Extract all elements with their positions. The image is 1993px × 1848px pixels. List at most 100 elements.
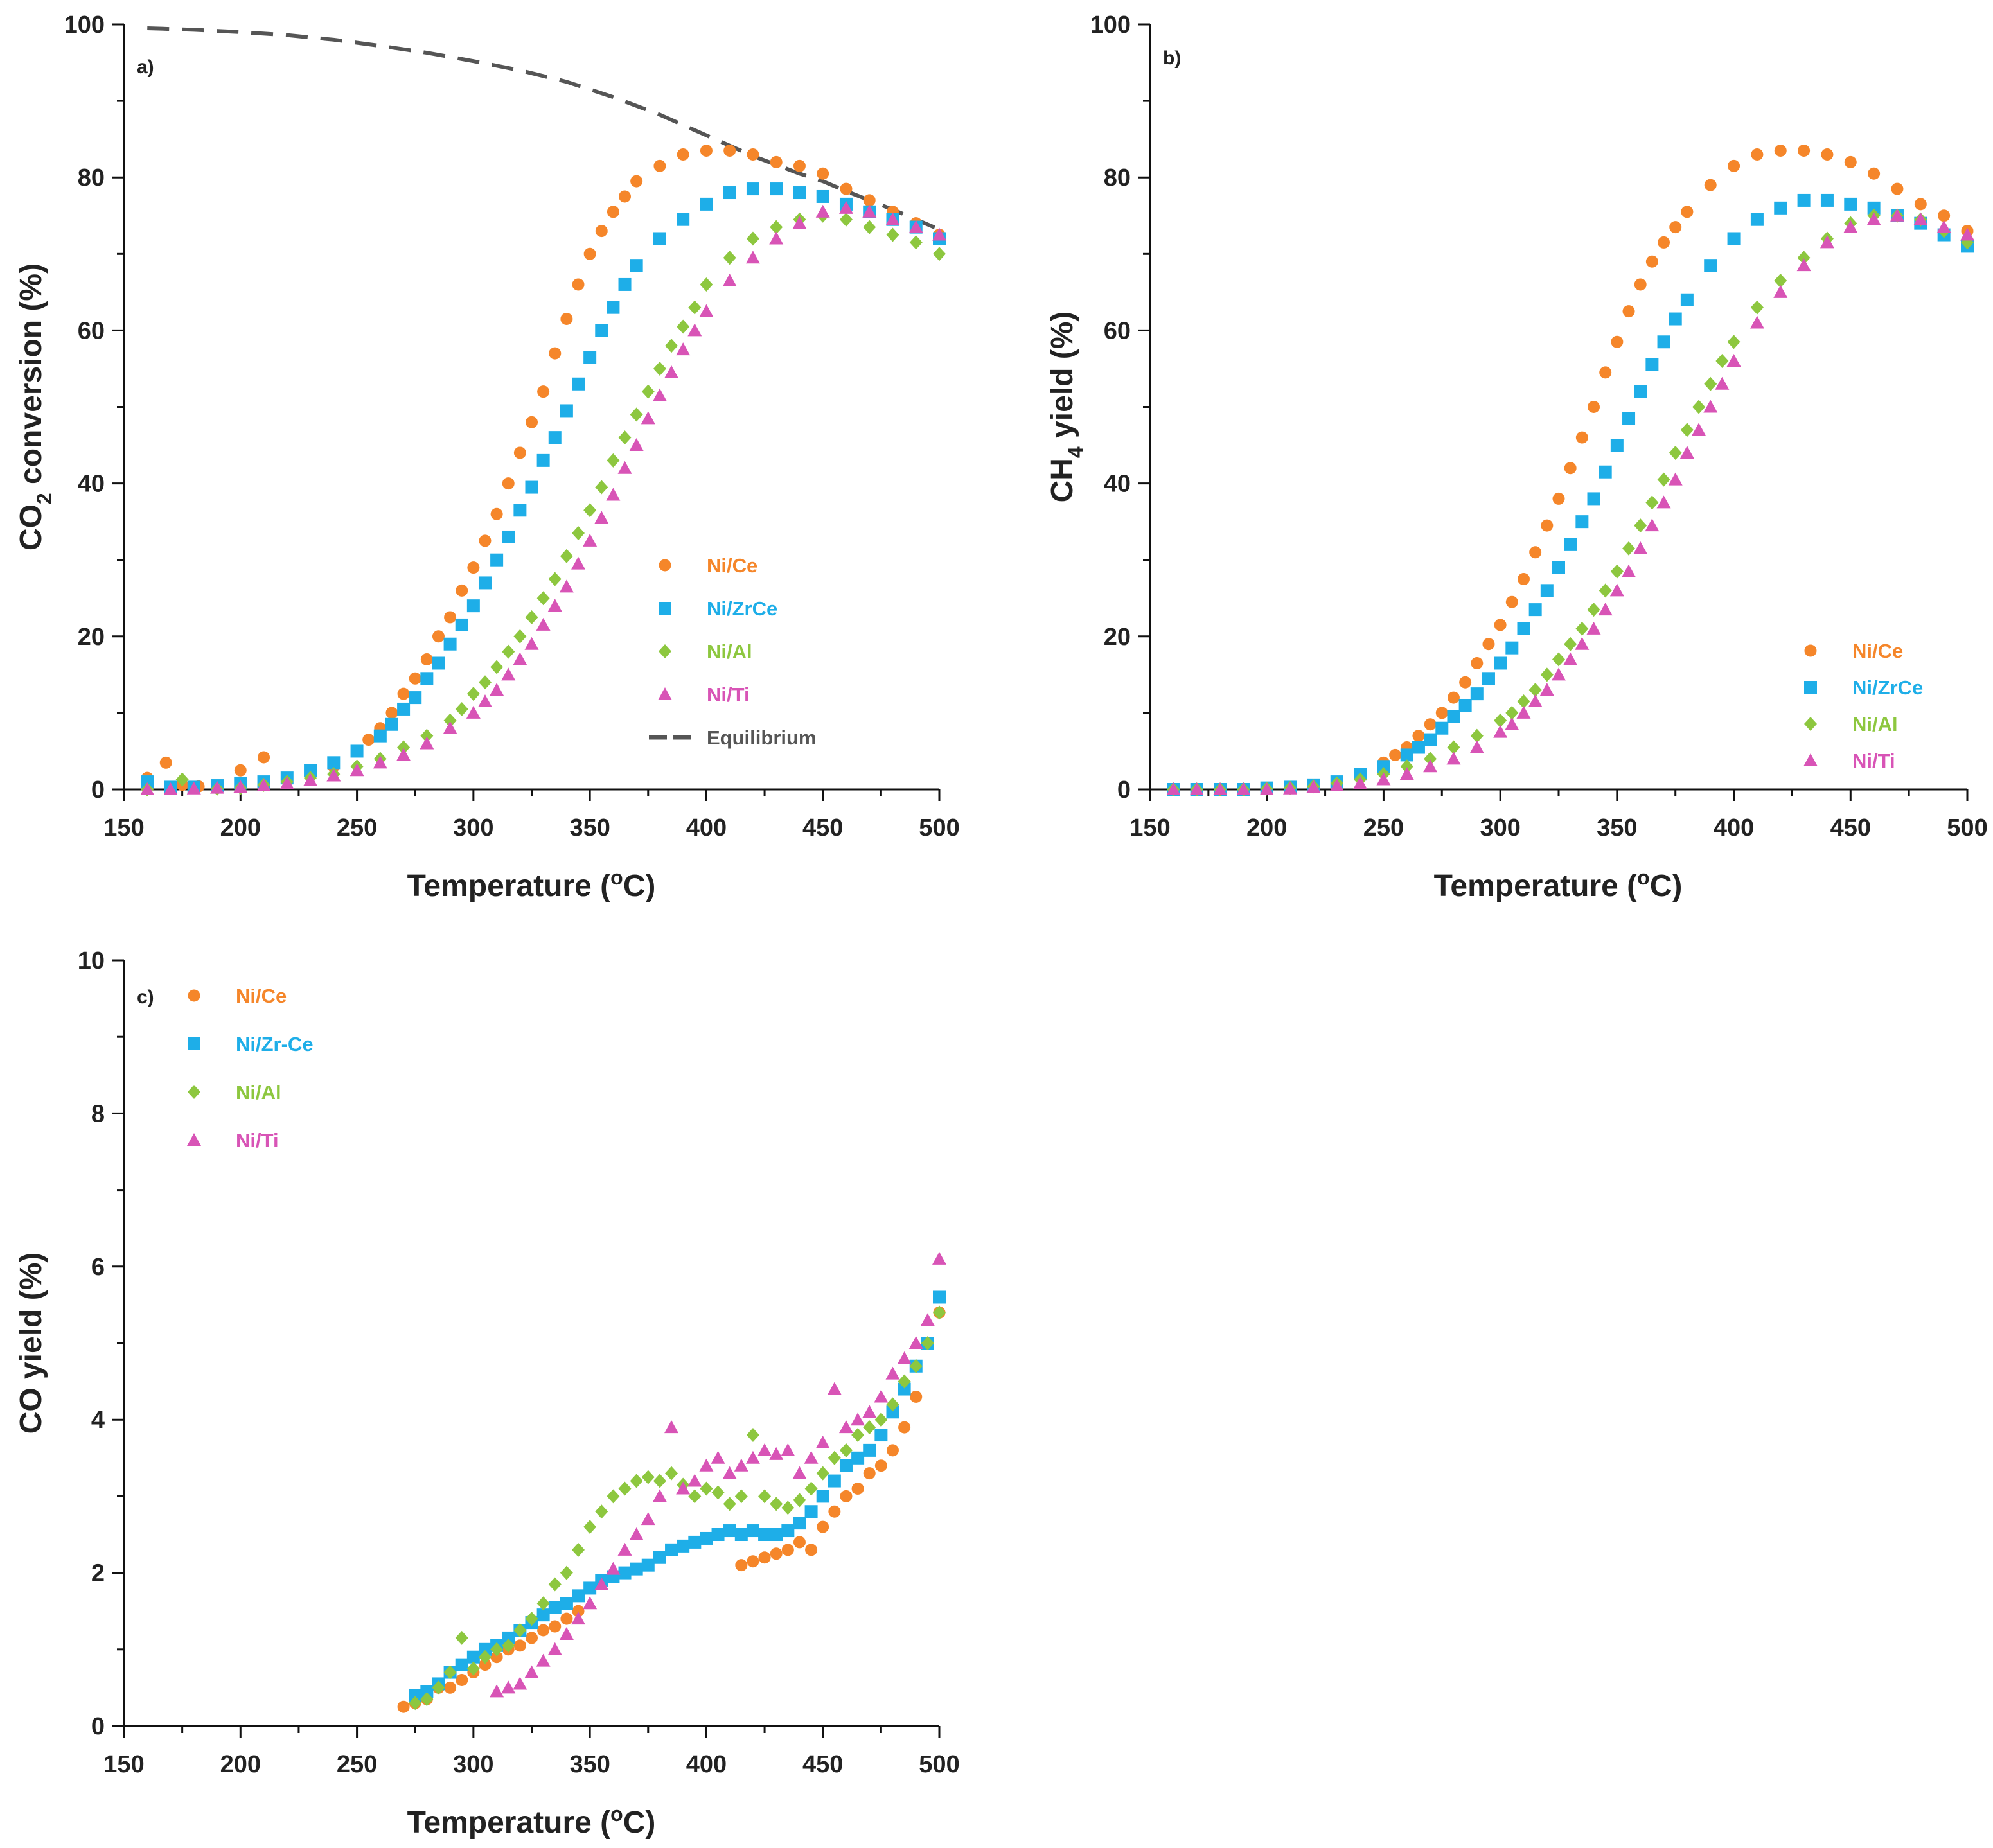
data-point: [1634, 385, 1647, 398]
data-point: [1493, 725, 1508, 738]
data-point: [665, 1466, 678, 1481]
data-point: [479, 534, 492, 547]
data-point: [1505, 705, 1519, 720]
data-point: [572, 1605, 585, 1617]
data-point: [770, 155, 783, 168]
data-point: [1575, 621, 1589, 636]
data-point: [1692, 423, 1706, 436]
data-point: [409, 691, 422, 705]
data-point: [583, 247, 596, 260]
data-point: [745, 251, 760, 264]
data-point: [677, 148, 689, 161]
data-point: [1657, 472, 1670, 487]
legend-marker: [659, 602, 671, 615]
data-point: [770, 220, 783, 234]
data-point: [898, 1382, 911, 1396]
data-point: [525, 1612, 538, 1626]
data-point: [677, 213, 690, 226]
legend-marker: [1804, 717, 1817, 731]
legend-label: Ni/ZrCe: [1852, 676, 1923, 699]
data-point: [700, 277, 713, 292]
data-point: [466, 1650, 480, 1664]
data-point: [687, 1474, 702, 1487]
x-axis-title: Temperature (oC): [407, 866, 656, 903]
data-point: [746, 1428, 759, 1443]
data-point: [1891, 182, 1904, 195]
data-point: [455, 701, 468, 716]
legend: Ni/Ce Ni/ZrCe Ni/Al Ni/Ti: [1803, 640, 1923, 772]
data-point: [140, 782, 155, 795]
data-point: [630, 1562, 643, 1576]
data-point: [874, 1412, 888, 1427]
data-point: [700, 1531, 713, 1545]
data-point: [1668, 472, 1683, 486]
data-point: [792, 1466, 807, 1479]
data-point: [536, 453, 550, 467]
data-point: [467, 561, 480, 574]
legend: Ni/Ce Ni/Zr-Ce Ni/Al Ni/Ti: [187, 985, 314, 1152]
data-point: [571, 1612, 586, 1625]
data-point: [1389, 748, 1402, 761]
y-tick-label: 20: [78, 624, 105, 651]
data-point: [385, 707, 398, 719]
data-point: [560, 404, 573, 418]
data-point: [1657, 335, 1670, 349]
data-point: [641, 384, 655, 399]
data-point: [769, 231, 784, 245]
data-point: [1843, 220, 1858, 233]
data-point: [559, 1626, 574, 1640]
data-point: [594, 511, 609, 524]
data-point: [432, 630, 445, 643]
y-axis-title: CO yield (%): [14, 1253, 48, 1434]
data-point: [502, 1631, 515, 1644]
data-point: [1680, 423, 1694, 437]
data-point: [1587, 492, 1600, 506]
data-point: [700, 145, 713, 157]
data-point: [664, 1420, 679, 1434]
data-point: [466, 705, 481, 719]
legend-marker: [188, 989, 200, 1002]
data-point: [1727, 232, 1741, 245]
legend-label: Ni/Ce: [236, 985, 287, 1007]
data-point: [1773, 285, 1788, 298]
data-point: [526, 1632, 538, 1644]
data-point: [1377, 760, 1390, 773]
x-tick-label: 500: [919, 1751, 959, 1778]
data-point: [1482, 672, 1495, 685]
data-point: [897, 1351, 912, 1364]
data-point: [1715, 376, 1730, 390]
data-point: [909, 1359, 923, 1373]
x-tick-label: 500: [919, 814, 959, 841]
data-point: [677, 1539, 690, 1553]
data-point: [908, 220, 923, 233]
data-point: [478, 576, 492, 590]
data-point: [1866, 212, 1881, 225]
data-point: [781, 1443, 795, 1456]
legend-marker: [659, 644, 671, 658]
data-point: [653, 232, 666, 245]
data-point: [629, 1527, 644, 1540]
data-point: [1796, 258, 1811, 272]
data-point: [921, 1336, 934, 1350]
data-point: [711, 1485, 725, 1500]
data-point: [1599, 465, 1612, 479]
y-tick-label: 2: [91, 1560, 105, 1587]
legend-marker: [1804, 681, 1817, 694]
x-tick-label: 450: [802, 1751, 843, 1778]
data-point: [828, 1450, 841, 1465]
x-tick-label: 200: [220, 1751, 261, 1778]
data-point: [432, 1680, 445, 1695]
data-point: [699, 304, 714, 317]
data-point: [1259, 782, 1274, 795]
data-point: [1528, 694, 1543, 708]
data-point: [839, 212, 853, 227]
data-point: [676, 1481, 691, 1495]
data-point: [1622, 541, 1636, 556]
data-point: [163, 782, 178, 795]
data-point: [1704, 179, 1717, 191]
x-tick-label: 400: [686, 814, 727, 841]
data-point: [1564, 538, 1577, 551]
data-point: [1528, 603, 1542, 617]
data-point: [1423, 759, 1438, 773]
data-point: [851, 1412, 865, 1426]
